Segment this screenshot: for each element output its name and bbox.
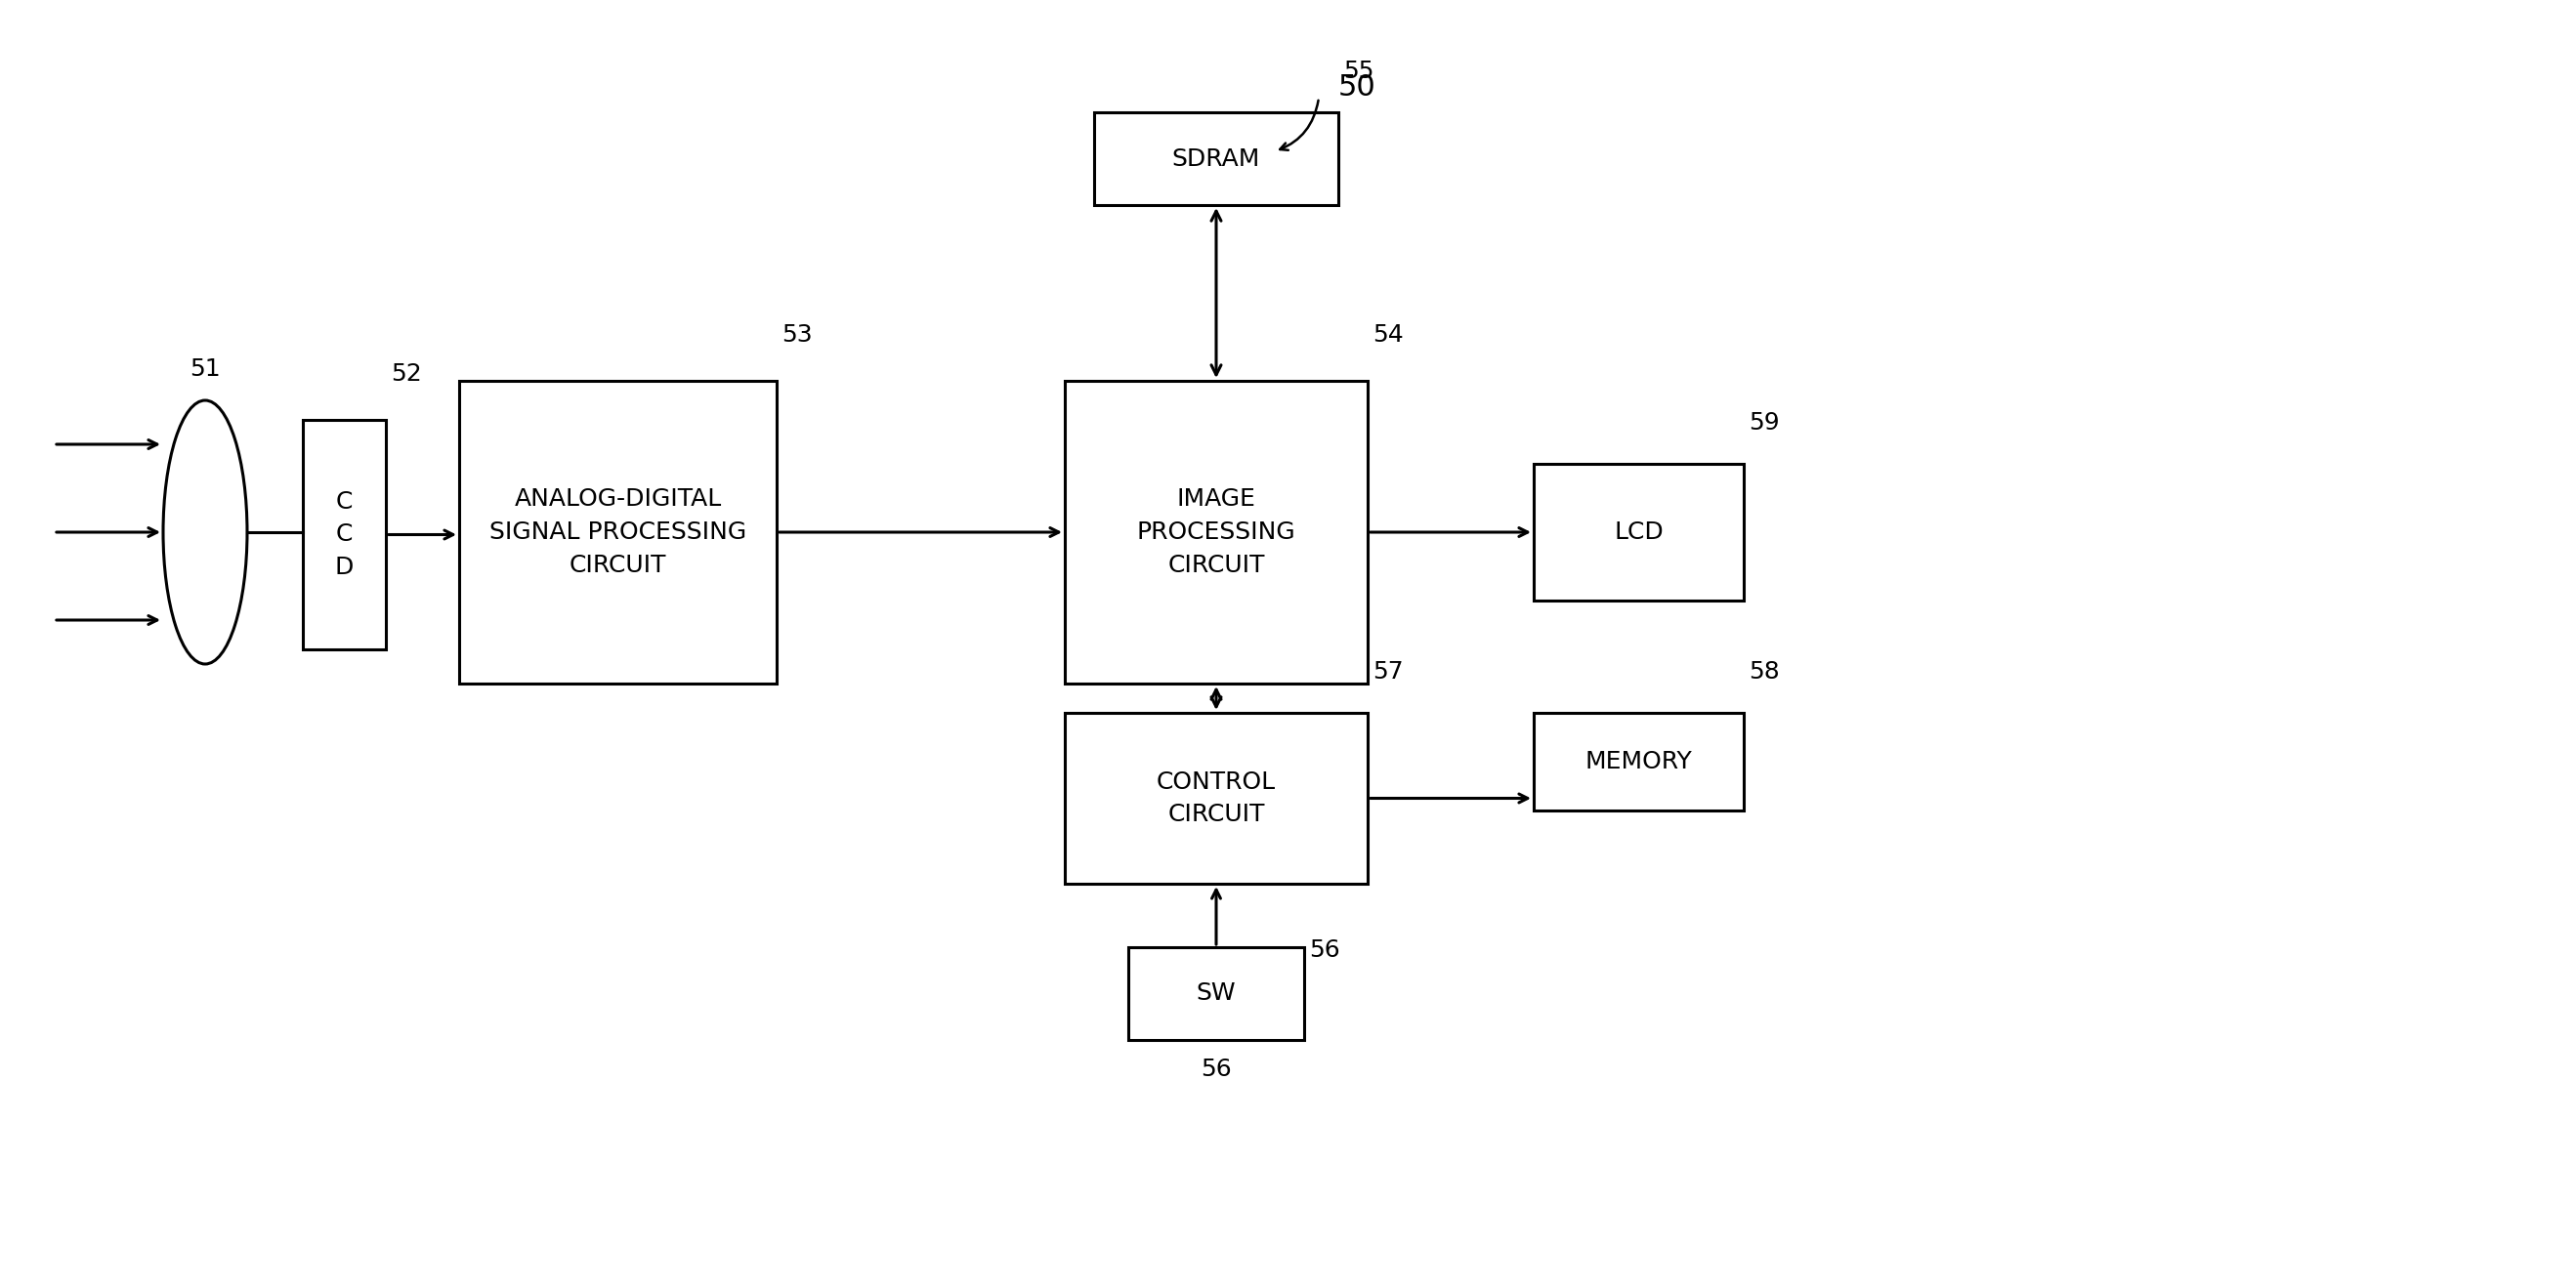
Text: 55: 55 (1342, 59, 1373, 82)
Bar (459, 381, 775, 684)
Bar (1095, 112, 1340, 205)
Text: 51: 51 (191, 357, 222, 381)
Text: 53: 53 (781, 323, 811, 346)
Text: MEMORY: MEMORY (1584, 750, 1692, 773)
Text: SW: SW (1195, 981, 1236, 1006)
Text: ANALOG-DIGITAL
SIGNAL PROCESSING
CIRCUIT: ANALOG-DIGITAL SIGNAL PROCESSING CIRCUIT (489, 488, 747, 577)
Text: 59: 59 (1749, 411, 1780, 434)
Text: C
C
D: C C D (335, 491, 353, 580)
Bar (1064, 381, 1368, 684)
Text: 54: 54 (1373, 323, 1404, 346)
Bar (1533, 712, 1744, 810)
Text: IMAGE
PROCESSING
CIRCUIT: IMAGE PROCESSING CIRCUIT (1136, 488, 1296, 577)
Text: LCD: LCD (1615, 520, 1664, 544)
Text: SDRAM: SDRAM (1172, 147, 1260, 170)
Text: CONTROL
CIRCUIT: CONTROL CIRCUIT (1157, 770, 1275, 827)
Bar (1064, 712, 1368, 884)
Bar (1533, 464, 1744, 600)
Text: 50: 50 (1340, 73, 1376, 102)
Text: 56: 56 (1200, 1057, 1231, 1081)
Bar (304, 420, 386, 649)
Text: 56: 56 (1309, 939, 1340, 962)
Text: 58: 58 (1749, 661, 1780, 684)
Text: 52: 52 (392, 362, 422, 385)
Ellipse shape (162, 401, 247, 665)
Text: 57: 57 (1373, 661, 1404, 684)
Bar (1128, 947, 1303, 1039)
